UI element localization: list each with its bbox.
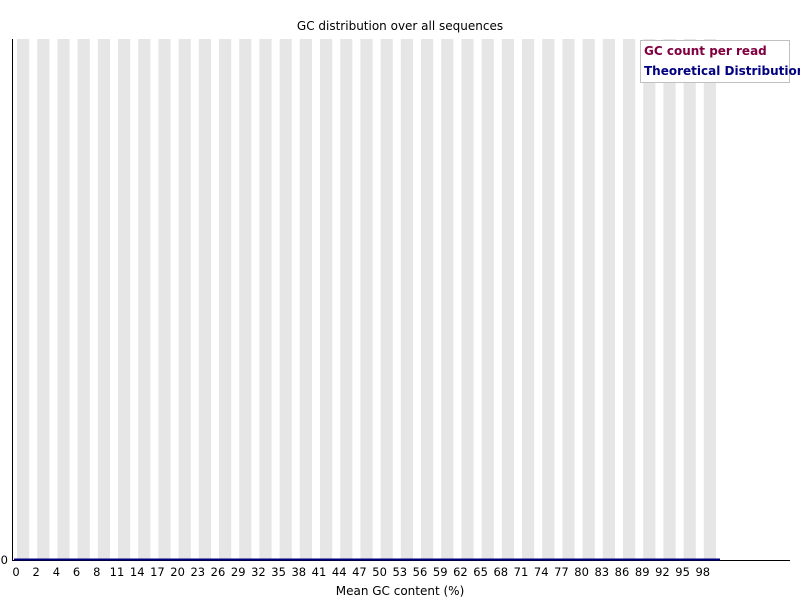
- x-tick-label: 20: [170, 565, 185, 579]
- x-tick-label: 32: [251, 565, 266, 579]
- background-stripe: [97, 39, 110, 560]
- y-tick-labels: 0: [1, 553, 8, 567]
- background-stripe: [501, 39, 514, 560]
- x-tick-label: 23: [190, 565, 205, 579]
- background-stripe: [481, 39, 494, 560]
- x-tick-labels: 0 2 4 6 8 11 14 17 20 23 26 29 32 35 38 41 44 47 50 53 56 59 6…: [12, 565, 710, 579]
- background-stripe: [562, 39, 575, 560]
- background-stripe: [138, 39, 151, 560]
- background-stripe: [441, 39, 454, 560]
- x-tick-label: 83: [594, 565, 609, 579]
- legend-entry-theoretical: Theoretical Distribution: [644, 64, 800, 78]
- background-stripe: [461, 39, 474, 560]
- x-tick-label: 98: [695, 565, 710, 579]
- legend-entry-gc-count: GC count per read: [644, 44, 767, 58]
- x-tick-label: 50: [372, 565, 387, 579]
- x-tick-label: 95: [675, 565, 690, 579]
- x-tick-label: 62: [453, 565, 468, 579]
- background-stripe: [219, 39, 232, 560]
- background-stripe: [320, 39, 333, 560]
- background-stripe: [158, 39, 171, 560]
- x-tick-label: 0: [12, 565, 19, 579]
- background-stripe: [542, 39, 555, 560]
- x-tick-label: 74: [534, 565, 549, 579]
- x-tick-label: 80: [574, 565, 589, 579]
- x-tick-label: 59: [433, 565, 448, 579]
- background-stripes: [17, 39, 716, 560]
- legend: GC count per read Theoretical Distributi…: [640, 40, 800, 83]
- y-tick-label: 0: [1, 553, 8, 567]
- x-tick-label: 44: [332, 565, 347, 579]
- x-tick-label: 71: [514, 565, 529, 579]
- background-stripe: [299, 39, 312, 560]
- background-stripe: [703, 39, 716, 560]
- chart-title: GC distribution over all sequences: [297, 19, 503, 33]
- x-tick-label: 89: [635, 565, 650, 579]
- x-tick-label: 2: [33, 565, 40, 579]
- x-tick-label: 4: [53, 565, 60, 579]
- x-tick-label: 6: [73, 565, 80, 579]
- background-stripe: [259, 39, 272, 560]
- background-stripe: [663, 39, 676, 560]
- x-tick-label: 8: [93, 565, 100, 579]
- x-tick-label: 38: [291, 565, 306, 579]
- background-stripe: [400, 39, 413, 560]
- x-tick-label: 29: [231, 565, 246, 579]
- background-stripe: [360, 39, 373, 560]
- background-stripe: [77, 39, 90, 560]
- x-tick-label: 11: [110, 565, 125, 579]
- x-tick-label: 65: [473, 565, 488, 579]
- background-stripe: [582, 39, 595, 560]
- x-tick-label: 47: [352, 565, 367, 579]
- x-tick-label: 26: [211, 565, 226, 579]
- x-tick-label: 41: [312, 565, 327, 579]
- background-stripe: [57, 39, 70, 560]
- x-tick-label: 86: [615, 565, 630, 579]
- legend-box: [640, 40, 790, 83]
- background-stripe: [37, 39, 50, 560]
- x-tick-label: 92: [655, 565, 670, 579]
- background-stripe: [380, 39, 393, 560]
- x-tick-label: 14: [130, 565, 145, 579]
- background-stripe: [198, 39, 211, 560]
- background-stripe: [623, 39, 636, 560]
- x-tick-label: 35: [271, 565, 286, 579]
- background-stripe: [683, 39, 696, 560]
- x-tick-label: 77: [554, 565, 569, 579]
- background-stripe: [239, 39, 252, 560]
- x-tick-label: 56: [413, 565, 428, 579]
- background-stripe: [178, 39, 191, 560]
- background-stripe: [118, 39, 131, 560]
- background-stripe: [421, 39, 434, 560]
- background-stripe: [17, 39, 30, 560]
- x-tick-label: 53: [392, 565, 407, 579]
- background-stripe: [279, 39, 292, 560]
- background-stripe: [602, 39, 615, 560]
- background-stripe: [340, 39, 353, 560]
- x-axis-label: Mean GC content (%): [336, 584, 465, 598]
- background-stripe: [643, 39, 656, 560]
- x-tick-label: 17: [150, 565, 165, 579]
- background-stripe: [522, 39, 535, 560]
- x-tick-label: 68: [493, 565, 508, 579]
